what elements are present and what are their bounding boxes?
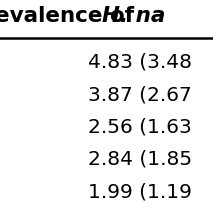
Text: 1.99 (1.19: 1.99 (1.19 [88,182,192,201]
Text: 2.84 (1.85: 2.84 (1.85 [88,150,192,169]
Text: evalence of: evalence of [0,6,142,26]
Text: 2.56 (1.63: 2.56 (1.63 [88,118,192,137]
Text: 3.87 (2.67: 3.87 (2.67 [88,85,192,104]
Text: H. na: H. na [102,6,165,26]
Text: 4.83 (3.48: 4.83 (3.48 [88,53,192,72]
